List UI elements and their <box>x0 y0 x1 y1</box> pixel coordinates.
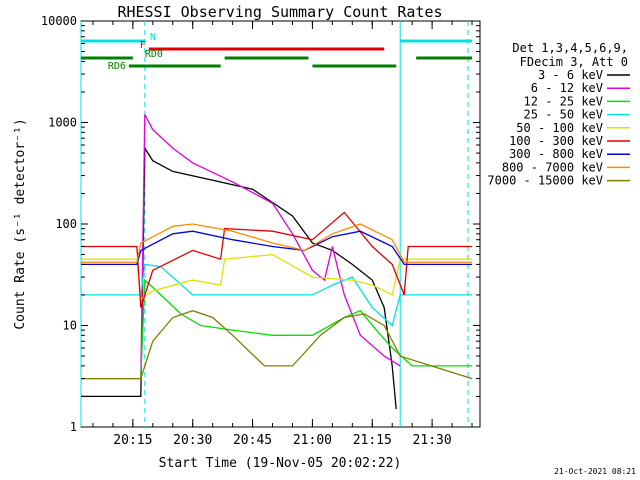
series-layer <box>81 114 473 410</box>
series-line <box>81 211 472 308</box>
annotation-label: RD6 <box>108 61 126 72</box>
x-tick-label: 21:15 <box>353 433 392 448</box>
y-tick-label: 10000 <box>41 14 77 28</box>
annotation-label: RD0 <box>145 49 163 60</box>
series-line <box>81 145 397 410</box>
render-timestamp: 21-Oct-2021 08:21 <box>554 467 636 476</box>
x-tick-label: 21:00 <box>293 433 332 448</box>
legend-entry-label: 100 - 300 keV <box>509 134 603 148</box>
series-line <box>81 263 472 327</box>
y-tick-label: 1 <box>70 420 77 434</box>
annotation-label: F <box>140 40 146 51</box>
legend-entry-label: 25 - 50 keV <box>524 108 603 122</box>
legend-header-1: Det 1,3,4,5,6,9, <box>512 41 628 55</box>
x-tick-label: 21:30 <box>413 433 452 448</box>
legend: Det 1,3,4,5,6,9, FDecim 3, Att 0 3 - 6 k… <box>487 41 630 188</box>
y-tick-label: 1000 <box>48 116 77 130</box>
series-line <box>81 223 472 263</box>
annotation-label: N <box>150 32 156 43</box>
x-axis-ticks: 20:15 20:30 20:45 21:00 21:15 21:30 <box>92 21 473 448</box>
y-tick-label: 100 <box>55 217 77 231</box>
y-tick-label: 10 <box>63 319 77 333</box>
y-axis-label: Count Rate (s⁻¹ detector⁻¹) <box>13 118 28 329</box>
legend-entry-label: 50 - 100 keV <box>516 121 603 135</box>
series-line <box>81 278 472 380</box>
legend-entry-label: 300 - 800 keV <box>509 147 603 161</box>
series-line <box>81 230 472 266</box>
series-line <box>81 253 472 301</box>
legend-entry-label: 6 - 12 keV <box>531 81 603 95</box>
x-tick-label: 20:30 <box>173 433 212 448</box>
x-tick-label: 20:15 <box>113 433 152 448</box>
series-line <box>81 310 473 380</box>
chart-title: RHESSI Observing Summary Count Rates <box>117 3 442 21</box>
legend-entry-label: 12 - 25 keV <box>524 94 603 108</box>
x-axis-label: Start Time (19-Nov-05 20:02:22) <box>159 456 402 471</box>
x-tick-label: 20:45 <box>233 433 272 448</box>
series-line <box>140 114 401 379</box>
legend-header-2: FDecim 3, Att 0 <box>520 55 628 69</box>
legend-entry-label: 3 - 6 keV <box>538 68 603 82</box>
y-axis-ticks: 1 10 100 1000 10000 <box>41 14 480 434</box>
legend-entry-label: 800 - 7000 keV <box>502 160 603 174</box>
legend-entry-label: 7000 - 15000 keV <box>487 174 603 188</box>
